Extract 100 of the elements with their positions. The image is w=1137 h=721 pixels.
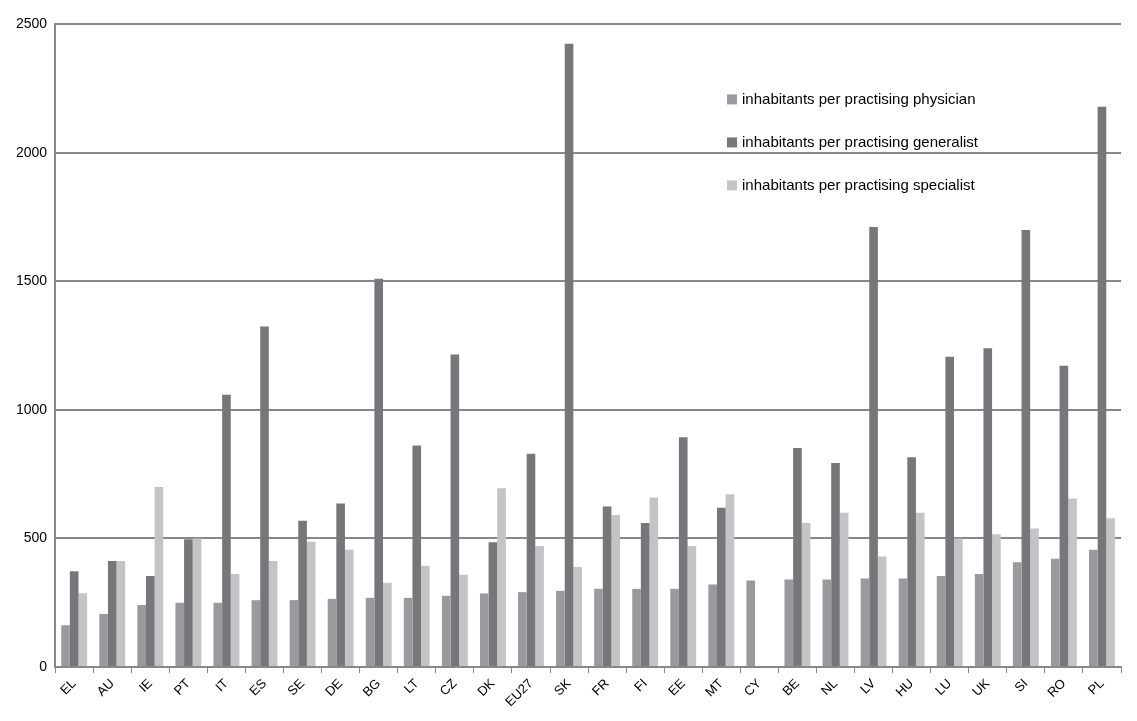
bar (374, 278, 384, 666)
y-tick-label: 2500 (15, 15, 48, 32)
bar (383, 582, 392, 666)
y-tick-label: 0 (39, 657, 48, 674)
bar (839, 512, 849, 666)
bar (1050, 558, 1060, 666)
bar (222, 394, 231, 666)
bar (678, 437, 688, 666)
legend-label: inhabitants per practising generalist (742, 132, 979, 150)
bar (268, 561, 278, 666)
bar (869, 226, 878, 666)
x-tick-label: CZ (436, 675, 460, 699)
bar (175, 602, 185, 666)
bar (1012, 562, 1022, 666)
y-tick-label: 500 (23, 529, 48, 546)
bar (116, 561, 126, 666)
bar (497, 488, 506, 666)
x-tick-label: IT (212, 675, 232, 695)
bar (1030, 528, 1039, 666)
bar (69, 571, 79, 666)
bar (915, 512, 925, 666)
bar (640, 523, 650, 666)
bar (344, 549, 354, 666)
bar (336, 503, 345, 666)
bar (564, 43, 574, 666)
bar (327, 598, 337, 666)
legend-label: inhabitants per practising specialist (742, 175, 976, 193)
bar (708, 584, 717, 666)
bar (945, 356, 955, 666)
bar (450, 354, 460, 666)
bar (260, 326, 269, 666)
bar (230, 573, 240, 666)
x-tick-label: SK (550, 675, 574, 699)
bar (365, 597, 375, 666)
bar (1059, 365, 1069, 666)
bar (974, 573, 984, 666)
x-tick-label: SI (1011, 675, 1031, 695)
bar (936, 575, 946, 666)
bar (670, 588, 679, 666)
bar (822, 579, 832, 666)
bar (725, 494, 735, 666)
x-tick-label: RO (1044, 675, 1069, 700)
bar (907, 457, 916, 666)
bar (784, 579, 794, 666)
bar (289, 600, 299, 666)
bar (1089, 549, 1098, 666)
bar (459, 574, 468, 666)
bar (421, 565, 430, 666)
x-tick-label: DE (321, 675, 346, 699)
x-tick-label: MT (702, 675, 726, 700)
y-tick-label: 1500 (15, 272, 48, 289)
bar (479, 593, 489, 666)
x-tick-label: EL (56, 675, 79, 698)
bar (251, 600, 261, 666)
bar (1106, 518, 1115, 666)
bar (441, 595, 451, 666)
bar (831, 462, 840, 666)
bar (213, 602, 223, 666)
x-tick-label: BG (359, 675, 384, 700)
bar (898, 578, 908, 666)
bar (535, 545, 544, 666)
x-tick-label: FR (588, 675, 612, 699)
bar (573, 566, 582, 666)
x-tick-label: AU (93, 675, 117, 699)
x-tick-label: BE (779, 675, 803, 699)
bar (78, 593, 88, 666)
bar (192, 538, 202, 666)
bar (992, 534, 1001, 666)
x-tick-label: EE (665, 675, 689, 699)
x-tick-label: CY (740, 675, 765, 699)
bar (107, 561, 117, 666)
x-tick-label: SE (284, 675, 308, 699)
bar (746, 580, 756, 666)
bar (412, 445, 422, 666)
bar (716, 507, 726, 666)
bar (877, 556, 887, 666)
bar (556, 590, 565, 666)
x-tick-label: PT (170, 675, 194, 698)
bar (306, 541, 316, 666)
x-tick-label: PL (1084, 675, 1107, 698)
x-tick-label: LT (400, 675, 422, 697)
bar (137, 605, 146, 666)
bar (146, 575, 155, 666)
bar (488, 542, 498, 666)
bar (1097, 106, 1107, 666)
bar (983, 348, 993, 666)
bar (632, 588, 641, 666)
y-tick-label: 1000 (15, 400, 48, 417)
bar (154, 487, 164, 666)
bar (649, 497, 659, 666)
bar (1021, 230, 1031, 666)
x-tick-label: IE (135, 675, 156, 695)
x-tick-label: LV (857, 675, 879, 697)
bar (611, 515, 621, 666)
bar (526, 453, 536, 666)
y-tick-label: 2000 (15, 143, 48, 160)
x-tick-label: UK (969, 675, 993, 699)
bar (518, 592, 527, 666)
bar (687, 545, 697, 666)
bar (61, 625, 70, 666)
